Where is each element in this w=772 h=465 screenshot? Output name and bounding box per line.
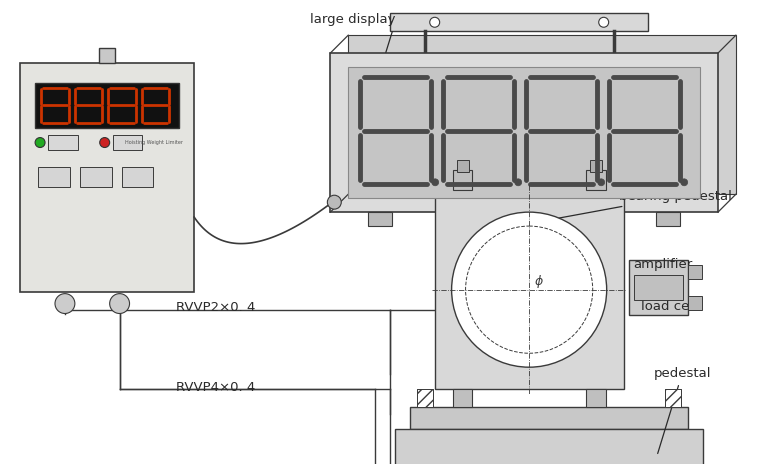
Bar xyxy=(590,160,601,173)
Bar xyxy=(688,265,702,279)
Circle shape xyxy=(100,138,110,147)
Bar xyxy=(456,160,469,173)
Bar xyxy=(35,83,179,127)
Circle shape xyxy=(598,179,604,186)
Circle shape xyxy=(452,212,607,367)
Circle shape xyxy=(110,293,130,313)
Bar xyxy=(38,167,70,187)
Bar xyxy=(330,53,718,212)
Bar xyxy=(628,260,688,314)
Bar xyxy=(665,389,681,407)
Circle shape xyxy=(515,179,522,186)
Text: amplifier: amplifier xyxy=(634,258,692,271)
Text: pedestal: pedestal xyxy=(653,367,711,453)
Circle shape xyxy=(681,179,688,186)
Circle shape xyxy=(55,293,75,313)
Text: large display: large display xyxy=(310,13,396,53)
Bar xyxy=(390,13,648,31)
Bar xyxy=(410,407,688,429)
Bar xyxy=(586,170,606,190)
Bar xyxy=(48,134,78,151)
Bar xyxy=(395,429,703,465)
Bar xyxy=(368,212,392,226)
Bar xyxy=(100,48,115,63)
Text: bearing pedestal: bearing pedestal xyxy=(550,190,732,219)
Bar xyxy=(452,170,472,190)
Bar xyxy=(665,389,681,407)
Bar xyxy=(452,389,472,407)
Bar xyxy=(586,389,606,407)
Circle shape xyxy=(599,17,608,27)
Text: RVVP2×0. 4: RVVP2×0. 4 xyxy=(176,301,256,314)
Bar xyxy=(417,389,433,407)
Text: RVVP4×0. 4: RVVP4×0. 4 xyxy=(176,380,256,393)
Bar xyxy=(348,35,736,194)
Bar xyxy=(634,275,683,299)
Bar xyxy=(688,296,702,310)
Text: $\phi$: $\phi$ xyxy=(534,273,544,290)
Bar xyxy=(113,134,143,151)
Circle shape xyxy=(35,138,45,147)
Text: load cell: load cell xyxy=(642,292,697,312)
Text: junction box: junction box xyxy=(0,464,1,465)
Bar xyxy=(435,190,624,389)
Bar xyxy=(656,212,680,226)
Bar xyxy=(348,67,700,198)
Text: Hoisting Weight Limiter: Hoisting Weight Limiter xyxy=(124,140,182,145)
Bar xyxy=(80,167,112,187)
Circle shape xyxy=(432,179,438,186)
Circle shape xyxy=(430,17,440,27)
Bar xyxy=(417,389,433,407)
Bar xyxy=(121,167,154,187)
Circle shape xyxy=(327,195,341,209)
Bar xyxy=(20,63,194,292)
